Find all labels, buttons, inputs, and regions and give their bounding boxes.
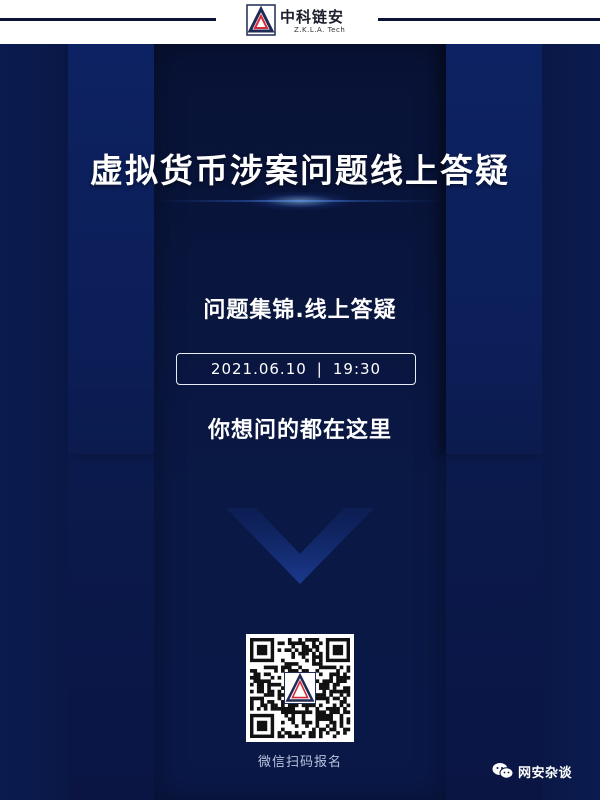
logo-name: 中科链安: [280, 8, 345, 26]
bg-panel: [68, 44, 154, 454]
account-watermark: 网安杂谈: [492, 760, 596, 782]
qr-caption: 微信扫码报名: [257, 755, 342, 770]
wechat-icon: [492, 763, 514, 779]
event-datetime: 2021.06.10 | 19:30: [176, 353, 416, 385]
header-bar: 中科链安 Z.K.L.A. Tech: [0, 0, 600, 44]
header-line-left: [0, 18, 216, 21]
signup-qr-code[interactable]: [246, 634, 354, 742]
datetime-separator: |: [316, 360, 323, 378]
event-time: 19:30: [332, 360, 382, 378]
bg-panel: [446, 44, 542, 454]
title-divider: [160, 200, 440, 202]
brand-logo: 中科链安 Z.K.L.A. Tech: [246, 4, 356, 42]
logo-triangle-icon: [246, 4, 276, 36]
poster-tagline: 你想问的都在这里: [207, 418, 392, 443]
event-poster: 虚拟货币涉案问题线上答疑 问题集锦.线上答疑 2021.06.10 | 19:30 …: [0, 44, 600, 800]
logo-subtext: Z.K.L.A. Tech: [294, 26, 346, 34]
chevron-down-icon: [226, 508, 374, 584]
qr-code-icon: [246, 634, 354, 742]
event-date: 2021.06.10: [210, 360, 307, 378]
bg-panel: [0, 44, 68, 800]
bg-panel: [542, 44, 600, 800]
poster-subtitle: 问题集锦.线上答疑: [203, 298, 397, 323]
header-line-right: [378, 18, 600, 21]
poster-title: 虚拟货币涉案问题线上答疑: [90, 151, 510, 190]
watermark-text: 网安杂谈: [518, 766, 573, 781]
